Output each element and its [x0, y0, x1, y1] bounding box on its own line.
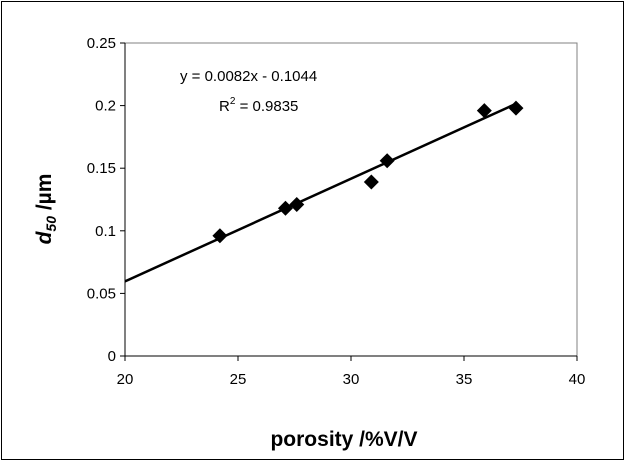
- x-axis-title: porosity /%V/V: [270, 428, 417, 451]
- y-tick-label: 0.15: [87, 160, 116, 177]
- x-tick-label: 40: [569, 371, 586, 388]
- y-axis-title: d50 /µm: [33, 174, 59, 245]
- y-tick-label: 0.2: [95, 98, 116, 115]
- y-axis-ticks: 0 0.05 0.1 0.15 0.2 0.25: [87, 35, 125, 365]
- y-tick-label: 0: [108, 348, 116, 365]
- x-tick-label: 30: [343, 371, 360, 388]
- y-tick-label: 0.1: [95, 223, 116, 240]
- data-point: [476, 103, 492, 119]
- y-tick-label: 0.05: [87, 285, 116, 302]
- data-point: [508, 100, 524, 116]
- y-tick-label: 0.25: [87, 35, 116, 52]
- x-axis-ticks: 20 25 30 35 40: [117, 356, 586, 388]
- data-points: [212, 100, 524, 244]
- trendline: [124, 102, 517, 283]
- data-point: [379, 153, 395, 169]
- plot-border: [124, 42, 578, 357]
- x-tick-label: 25: [230, 371, 247, 388]
- x-tick-label: 20: [117, 371, 134, 388]
- plot-area: [124, 42, 578, 357]
- trendline-equation: y = 0.0082x - 0.1044: [180, 68, 317, 85]
- r-squared-label: R2 = 0.9835: [219, 96, 298, 115]
- data-point: [363, 174, 379, 190]
- data-point: [212, 228, 228, 244]
- data-point: [289, 197, 305, 213]
- data-point: [277, 200, 293, 216]
- x-tick-label: 35: [456, 371, 473, 388]
